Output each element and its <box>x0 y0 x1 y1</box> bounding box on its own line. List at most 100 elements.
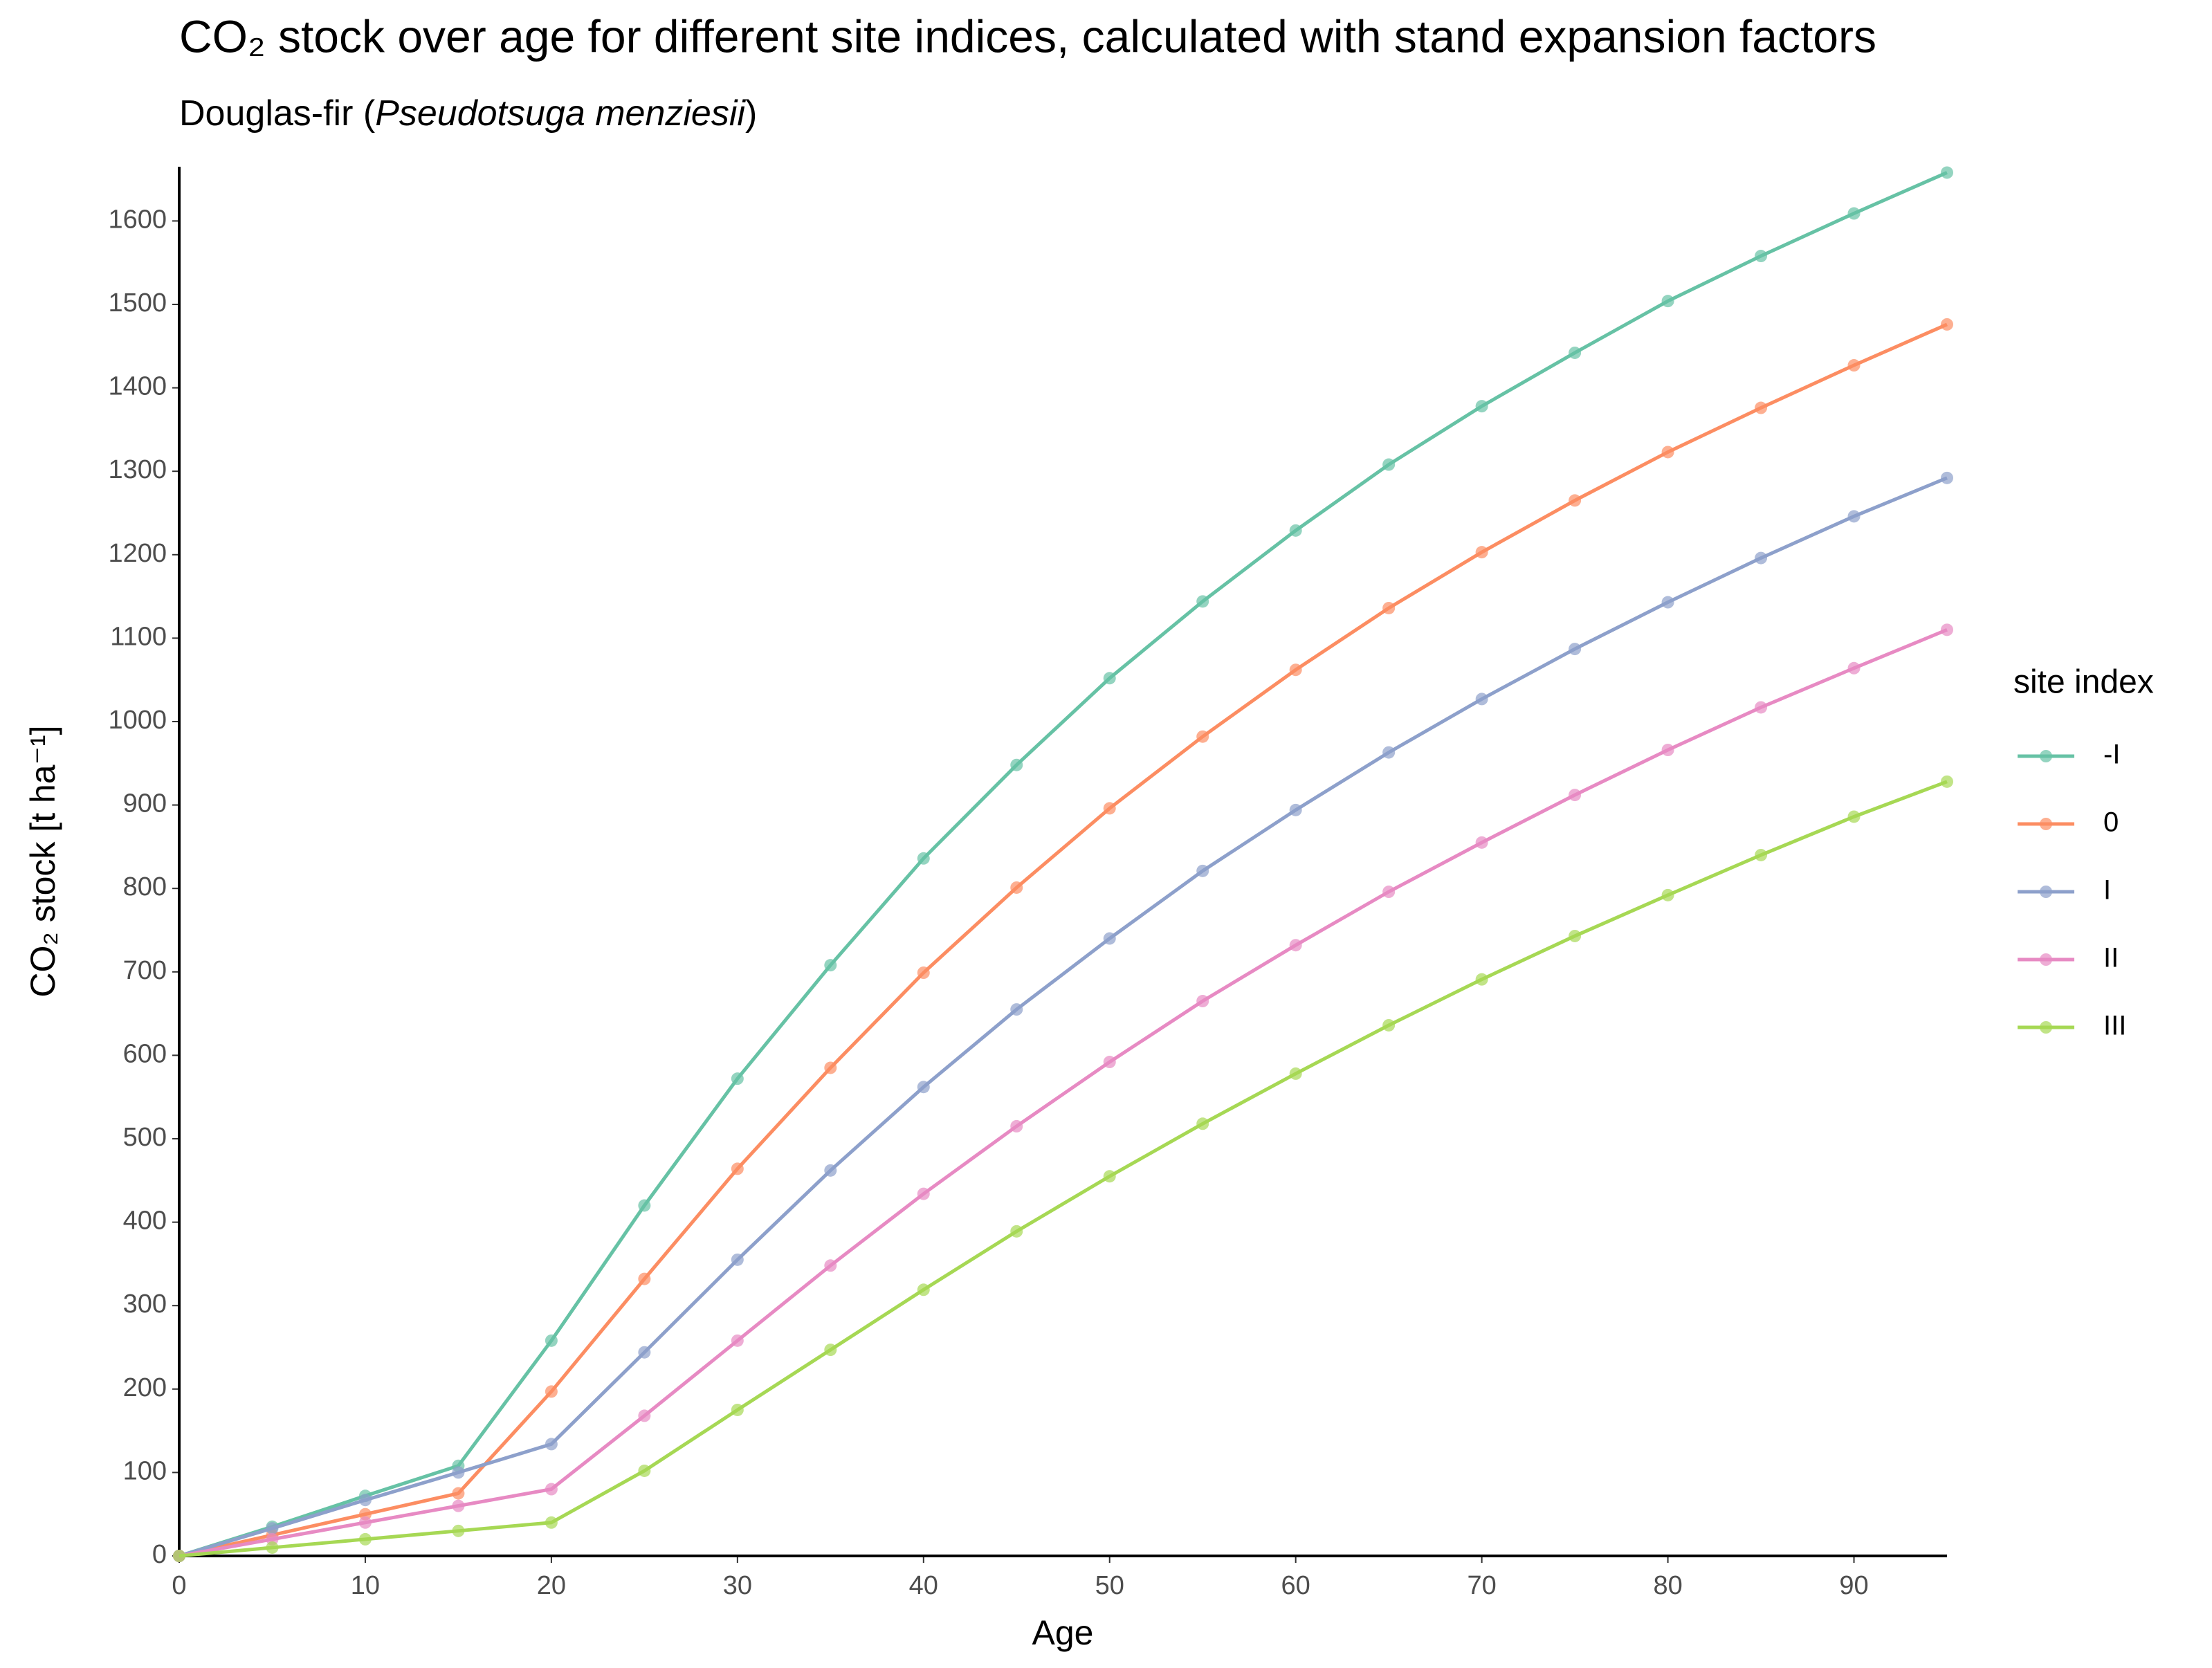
data-point <box>1382 886 1396 899</box>
data-point <box>1755 401 1768 414</box>
data-point <box>824 1344 837 1357</box>
data-point <box>1847 207 1861 220</box>
data-point <box>1289 524 1302 537</box>
data-point <box>1755 250 1768 263</box>
data-point <box>545 1334 558 1347</box>
data-point <box>1010 1225 1023 1238</box>
series-line <box>179 476 1948 1558</box>
data-point <box>173 1550 185 1562</box>
data-point <box>1103 1056 1116 1069</box>
data-point <box>1010 1119 1023 1133</box>
data-point <box>917 1187 930 1200</box>
y-tick-label: 1400 <box>108 372 167 401</box>
data-point <box>1661 596 1674 609</box>
y-tick-label: 1300 <box>108 455 167 484</box>
data-point <box>1847 359 1861 372</box>
data-point <box>1661 295 1674 308</box>
legend-key-point <box>2040 886 2052 898</box>
chart-title: CO₂ stock over age for different site in… <box>179 10 1876 62</box>
data-point <box>731 1162 744 1175</box>
chart-subtitle: Douglas-fir (Pseudotsuga menziesii) <box>179 93 757 134</box>
legend-label: 0 <box>2103 807 2119 838</box>
data-point <box>638 1464 651 1477</box>
data-point <box>824 1061 837 1074</box>
x-tick-label: 70 <box>1467 1571 1496 1600</box>
data-point <box>1755 701 1768 714</box>
data-point <box>1382 458 1396 471</box>
data-point <box>1755 848 1768 861</box>
y-tick-label: 1600 <box>108 205 167 234</box>
legend-label: II <box>2103 943 2119 973</box>
data-point <box>1569 929 1582 942</box>
legend-key-point <box>2040 818 2052 830</box>
legend-key-point <box>2040 953 2052 966</box>
data-point <box>1196 595 1209 608</box>
data-point <box>266 1541 279 1554</box>
data-point <box>452 1466 465 1479</box>
legend-label: III <box>2103 1011 2126 1041</box>
legend-title: site index <box>2013 664 2154 701</box>
data-point <box>1289 1067 1302 1080</box>
x-tick-label: 50 <box>1095 1571 1124 1600</box>
data-point <box>1475 546 1488 559</box>
data-point <box>545 1483 558 1496</box>
data-point <box>1847 810 1861 823</box>
data-point <box>1382 601 1396 614</box>
data-point <box>452 1499 465 1512</box>
data-point <box>1196 730 1209 743</box>
data-point <box>1941 471 1953 484</box>
data-point <box>1941 318 1953 331</box>
data-point <box>1103 802 1116 815</box>
data-point <box>1941 775 1953 788</box>
data-point <box>1196 864 1209 877</box>
series-line <box>179 171 1948 1558</box>
data-point <box>1010 758 1023 771</box>
data-point <box>917 1081 930 1094</box>
y-tick-label: 0 <box>152 1540 167 1569</box>
data-point <box>358 1494 372 1507</box>
y-tick-label: 500 <box>123 1123 167 1152</box>
data-point <box>1847 510 1861 523</box>
y-tick-label: 100 <box>123 1456 167 1485</box>
data-point <box>1661 446 1674 459</box>
data-point <box>1103 932 1116 945</box>
data-point <box>545 1385 558 1398</box>
series-line <box>179 628 1948 1558</box>
subtitle-part: Pseudotsuga menziesii <box>375 93 746 134</box>
data-point <box>1196 995 1209 1008</box>
data-point <box>731 1253 744 1266</box>
y-tick-label: 800 <box>123 872 167 901</box>
x-tick-label: 0 <box>172 1571 186 1600</box>
data-point <box>1847 661 1861 675</box>
data-point <box>638 1346 651 1359</box>
data-point <box>1941 166 1953 179</box>
data-point <box>731 1334 744 1347</box>
data-point <box>917 852 930 865</box>
data-point <box>731 1403 744 1416</box>
x-tick-label: 40 <box>909 1571 938 1600</box>
data-point <box>1941 623 1953 636</box>
data-point <box>1661 888 1674 901</box>
data-point <box>1382 1018 1396 1032</box>
data-point <box>358 1532 372 1546</box>
data-point <box>1196 1117 1209 1130</box>
data-point <box>1569 643 1582 656</box>
subtitle-part: ) <box>745 93 757 134</box>
x-tick-label: 10 <box>351 1571 380 1600</box>
data-point <box>1755 551 1768 565</box>
y-tick-label: 1200 <box>108 539 167 568</box>
data-point <box>1569 494 1582 507</box>
data-point <box>1475 693 1488 706</box>
x-tick-label: 20 <box>537 1571 566 1600</box>
series-line <box>179 780 1948 1558</box>
data-point <box>917 1283 930 1296</box>
x-tick-label: 80 <box>1653 1571 1682 1600</box>
y-tick-label: 900 <box>123 789 167 818</box>
y-tick-label: 600 <box>123 1039 167 1068</box>
data-point <box>1475 400 1488 413</box>
data-point <box>1661 743 1674 756</box>
x-axis-title: Age <box>1032 1613 1094 1652</box>
data-point <box>1569 789 1582 802</box>
data-point <box>638 1409 651 1422</box>
